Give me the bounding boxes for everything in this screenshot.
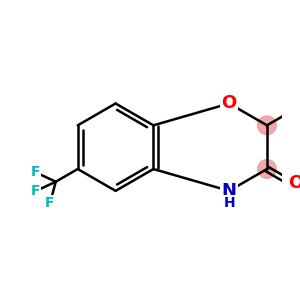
Circle shape xyxy=(258,160,276,178)
Text: O: O xyxy=(288,174,300,192)
Text: F: F xyxy=(45,196,55,211)
Text: H: H xyxy=(223,196,235,210)
Text: N: N xyxy=(222,182,237,200)
Text: F: F xyxy=(31,165,40,179)
Text: F: F xyxy=(31,184,40,198)
Text: O: O xyxy=(221,94,237,112)
Circle shape xyxy=(258,116,276,135)
